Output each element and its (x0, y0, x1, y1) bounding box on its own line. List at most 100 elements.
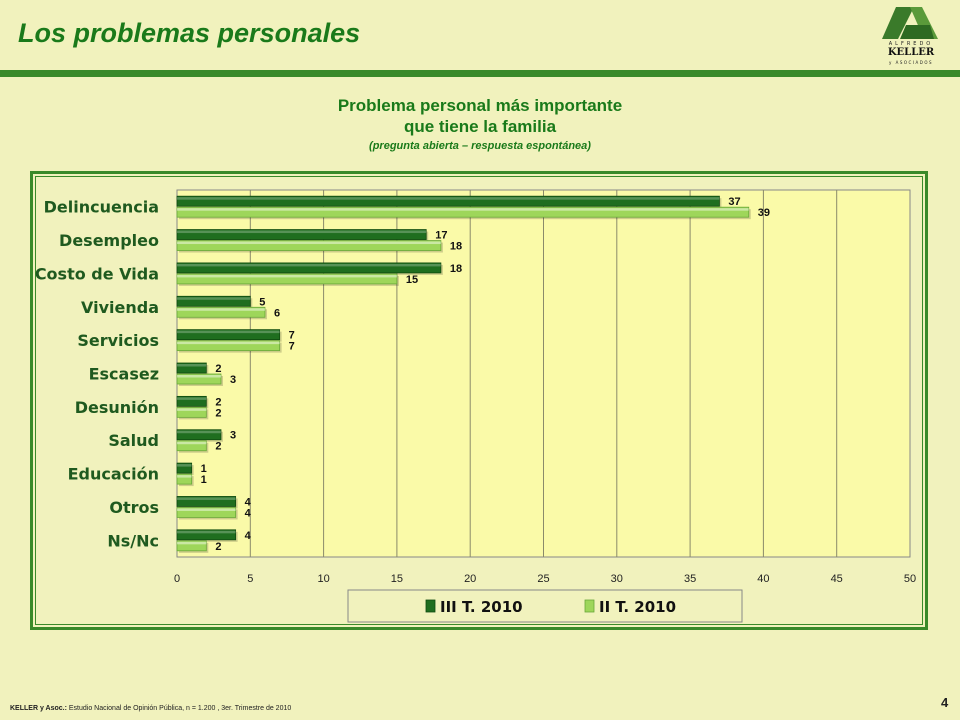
category-label: Desempleo (59, 231, 159, 250)
bar-highlight (177, 464, 192, 467)
bar-highlight (177, 208, 749, 211)
bar (176, 395, 207, 407)
data-label: 2 (215, 541, 221, 553)
x-tick-label: 40 (757, 573, 769, 585)
bar (176, 440, 207, 452)
legend-label: II T. 2010 (599, 598, 676, 616)
bar (176, 507, 237, 518)
bar (176, 362, 207, 374)
bar-highlight (177, 430, 221, 434)
category-label: Delincuencia (44, 198, 159, 217)
data-label: 1 (201, 463, 207, 475)
title-rule (0, 70, 960, 77)
bar-highlight (177, 497, 236, 500)
slide-title: Los problemas personales (18, 18, 361, 48)
legend-label: III T. 2010 (440, 598, 523, 616)
chart-title-line-1: Problema personal más importante (337, 96, 623, 115)
legend-box (347, 589, 743, 623)
bar-highlight (177, 364, 207, 367)
data-label: 5 (259, 296, 265, 308)
data-label: 7 (289, 341, 295, 353)
legend-swatch (584, 599, 595, 613)
bar-highlight (177, 274, 397, 278)
bar-highlight (177, 308, 265, 311)
logo-top-text: ALFREDO (888, 41, 934, 47)
logo-name-text: KELLER (887, 47, 935, 58)
category-label: Escasez (89, 365, 159, 384)
category-label: Otros (109, 498, 159, 517)
data-label: 37 (728, 196, 740, 208)
bar (176, 406, 207, 418)
bar (176, 373, 222, 385)
bar (176, 329, 281, 341)
bar (176, 195, 720, 207)
bar (176, 306, 266, 318)
data-label: 2 (215, 407, 221, 419)
chart-frame-inner (35, 176, 923, 625)
bar (176, 496, 237, 507)
bar-highlight (177, 230, 427, 234)
x-tick-label: 30 (611, 573, 623, 585)
category-label: Desunión (75, 398, 159, 417)
chart-title-line-2: que tiene la familia (403, 117, 557, 136)
x-tick-label: 45 (831, 573, 843, 585)
category-label: Educación (68, 465, 159, 484)
bar-highlight (177, 297, 251, 300)
category-label: Costo de Vida (35, 264, 159, 283)
data-label: 39 (758, 207, 770, 219)
data-label: 1 (201, 474, 207, 486)
bar-highlight (177, 508, 236, 511)
data-label: 18 (450, 241, 462, 253)
data-label: 3 (230, 374, 236, 386)
chart-subtitle: (pregunta abierta – respuesta espontánea… (369, 140, 591, 152)
bar (176, 262, 442, 274)
bar (176, 229, 427, 240)
bar-highlight (177, 397, 207, 400)
bar-highlight (177, 375, 221, 378)
bar-highlight (177, 408, 207, 411)
bar-highlight (177, 530, 236, 534)
category-label: Servicios (77, 331, 159, 350)
data-label: 3 (230, 430, 236, 442)
page-number: 4 (941, 695, 949, 710)
data-label: 6 (274, 307, 280, 319)
x-tick-label: 5 (247, 573, 253, 585)
data-label: 7 (289, 330, 295, 342)
bar-highlight (177, 241, 441, 245)
data-label: 15 (406, 274, 418, 286)
bar (176, 340, 281, 352)
bar-highlight (177, 263, 441, 267)
footer-source-bold: KELLER y Asoc.: (10, 705, 67, 712)
data-label: 4 (245, 530, 252, 542)
data-label: 4 (245, 496, 252, 508)
bar (176, 273, 398, 285)
x-tick-label: 0 (174, 573, 180, 585)
data-label: 2 (215, 441, 221, 453)
data-label: 2 (215, 363, 221, 375)
x-tick-label: 15 (391, 573, 403, 585)
category-label: Ns/Nc (107, 531, 159, 550)
x-tick-label: 10 (317, 573, 329, 585)
data-label: 18 (450, 263, 462, 275)
bar-highlight (177, 197, 720, 200)
x-tick-label: 50 (904, 573, 916, 585)
bar-highlight (177, 441, 207, 445)
x-tick-label: 20 (464, 573, 476, 585)
chart-title: Problema personal más importante que tie… (230, 95, 730, 137)
logo-sub-text: y ASOCIADOS (888, 60, 934, 65)
footer-source-text: Estudio Nacional de Opinión Pública, n =… (66, 705, 292, 712)
bar (176, 462, 193, 474)
bar (176, 240, 442, 251)
footer-source: KELLER y Asoc.: Estudio Nacional de Opin… (10, 705, 291, 712)
bar-highlight (177, 330, 280, 334)
bar (176, 206, 750, 218)
data-label: 2 (215, 396, 221, 408)
logo-mark-icon (882, 7, 938, 39)
category-label: Vivienda (81, 298, 159, 317)
bar-highlight (177, 475, 192, 478)
bar (176, 295, 251, 307)
data-label: 4 (245, 507, 252, 519)
legend-swatch (425, 599, 436, 613)
data-label: 17 (435, 230, 447, 242)
